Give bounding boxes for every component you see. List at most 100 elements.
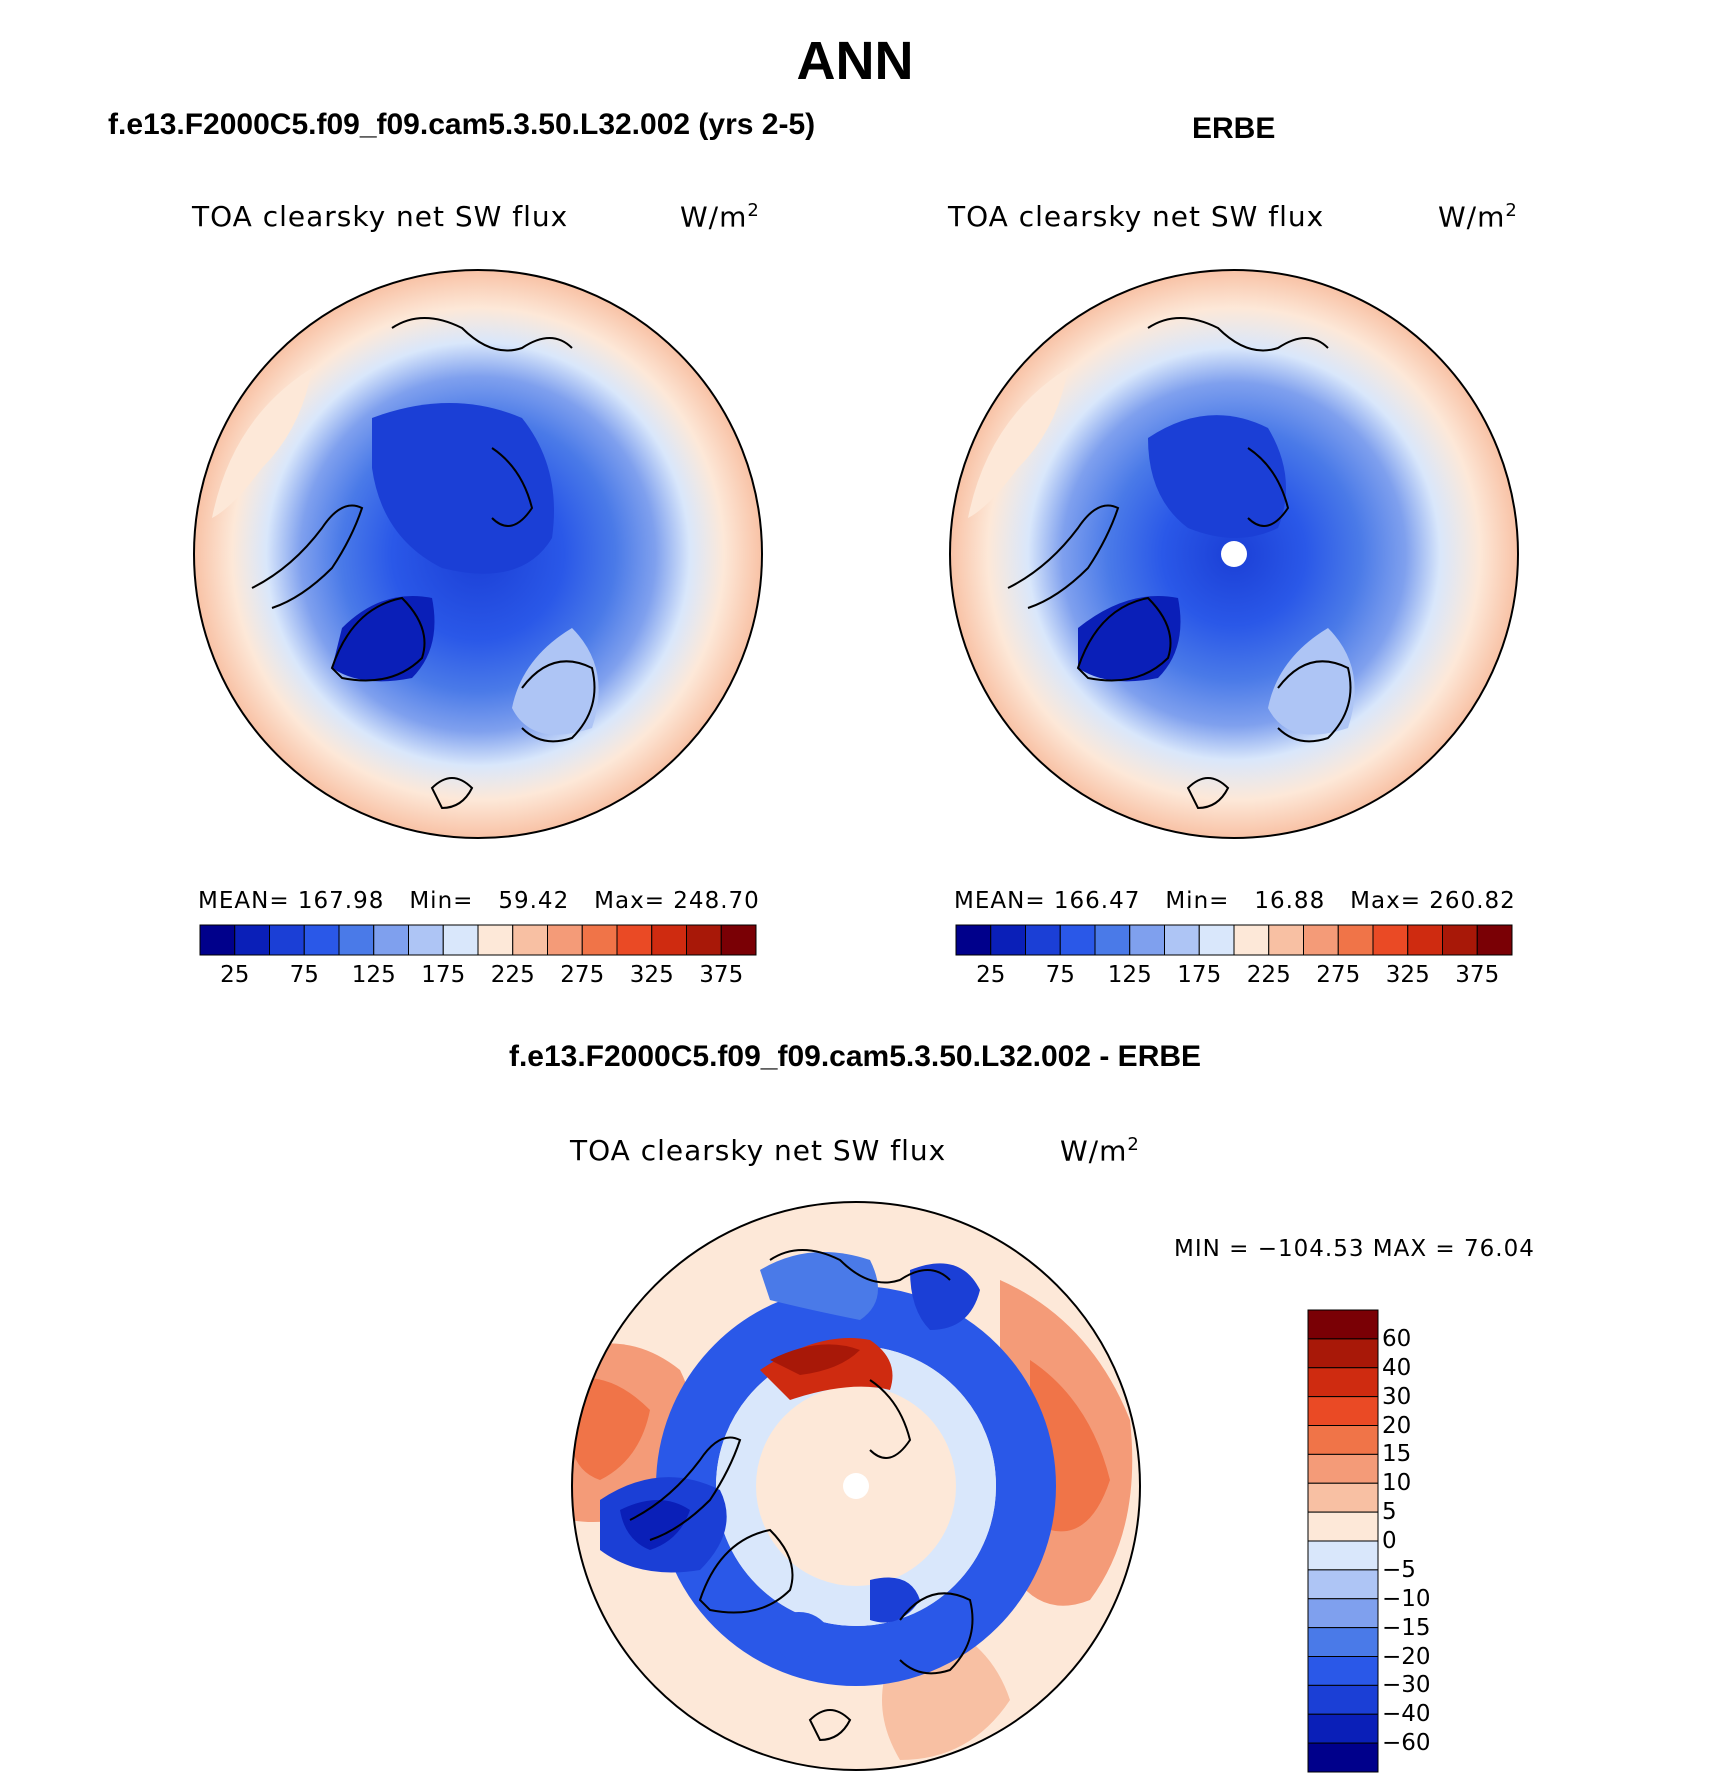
panel-obs-colorbar-tick-label: 25: [976, 962, 1006, 988]
panel-diff-colorbar-swatch: [1307, 1396, 1379, 1426]
panel-diff-colorbar-swatch: [1307, 1713, 1379, 1744]
panel-obs-colorbar-swatch: [1476, 924, 1513, 956]
panel-obs-colorbar-tick-label: 125: [1107, 962, 1152, 988]
panel-diff-variable-label: TOA clearsky net SW flux: [570, 1134, 947, 1167]
panel-obs-colorbar-ticks: 25 75 125 175 225 275 325 375: [956, 962, 1512, 992]
panel-diff-colorbar-swatch: [1307, 1338, 1379, 1369]
panel-model-colorbar-swatch: [651, 924, 687, 956]
panel-model-colorbar-swatch: [269, 924, 305, 956]
panel-diff-colorbar-swatch: [1307, 1482, 1379, 1513]
panel-diff-colorbar-tick-label: −5: [1382, 1556, 1416, 1583]
panel-diff-colorbar: [1307, 1309, 1379, 1773]
panel-diff-colorbar-swatch: [1307, 1684, 1379, 1715]
panel-diff-units: W/m2: [1060, 1134, 1140, 1168]
panel-model-colorbar-tick-label: 175: [421, 962, 466, 988]
panel-model-variable-label: TOA clearsky net SW flux: [192, 200, 569, 233]
panel-diff-colorbar-tick-label: 0: [1382, 1528, 1397, 1554]
panel-diff-colorbar-tick-label: −30: [1382, 1672, 1431, 1699]
panel-model-colorbar-swatch: [234, 924, 270, 956]
panel-diff-colorbar-tick-label: −60: [1382, 1730, 1431, 1757]
panel-obs-colorbar-swatch: [1268, 924, 1304, 956]
panel-model-colorbar-swatch: [616, 924, 653, 956]
panel-obs-colorbar-swatch: [1198, 924, 1235, 956]
panel-model-colorbar-tick-label: 25: [220, 962, 250, 988]
panel-obs-stats: MEAN= 166.47 Min= 16.88 Max= 260.82: [954, 888, 1516, 914]
panel-diff-colorbar-swatch: [1307, 1598, 1379, 1629]
panel-obs-colorbar-swatch: [1233, 924, 1270, 956]
panel-obs-colorbar-tick-label: 75: [1045, 962, 1075, 988]
panel-diff-colorbar-tick-label: 10: [1382, 1470, 1412, 1497]
panel-model-colorbar-swatch: [199, 924, 236, 956]
panel-diff-colorbar-tick-label: 40: [1382, 1354, 1412, 1381]
panel-obs-colorbar-swatch: [1164, 924, 1200, 956]
panel-obs-colorbar-swatch: [1372, 924, 1409, 956]
panel-model-colorbar-swatch: [477, 924, 514, 956]
panel-diff-colorbar-tick-label: 15: [1382, 1441, 1412, 1468]
panel-obs-colorbar-swatch: [1129, 924, 1165, 956]
panel-diff-colorbar-swatch: [1307, 1742, 1379, 1773]
panel-model-colorbar: [199, 924, 757, 956]
panel-obs-colorbar-tick-label: 175: [1177, 962, 1222, 988]
panel-model-colorbar-swatch: [686, 924, 722, 956]
panel-model-colorbar-swatch: [581, 924, 618, 956]
panel-model-colorbar-swatch: [442, 924, 479, 956]
panel-obs-colorbar-swatch: [955, 924, 992, 956]
panel-diff-colorbar-swatch: [1307, 1453, 1379, 1484]
panel-obs-variable-label: TOA clearsky net SW flux: [948, 200, 1325, 233]
panel-diff-colorbar-ticks: 60 40 30 20 15 10 5 0 −5 −10 −15 −20 −30 −40 −60: [1380, 1310, 1480, 1772]
panel-diff-colorbar-tick-label: 30: [1382, 1383, 1412, 1410]
panel-obs-colorbar-swatch: [1303, 924, 1339, 956]
main-title: ANN: [796, 31, 914, 91]
panel-diff-colorbar-tick-label: −10: [1382, 1585, 1431, 1612]
panel-obs-colorbar-tick-label: 375: [1455, 962, 1500, 988]
panel-model-colorbar-swatch: [373, 924, 409, 956]
panel-model-colorbar-tick-label: 325: [629, 962, 674, 988]
panel-model-colorbar-ticks: 25 75 125 175 225 275 325 375: [200, 962, 756, 992]
panel-diff-minmax: MIN = −104.53 MAX = 76.04: [1174, 1236, 1535, 1262]
panel-obs-colorbar-tick-label: 275: [1316, 962, 1361, 988]
panel-obs-colorbar-swatch: [990, 924, 1026, 956]
panel-model-colorbar-tick-label: 125: [351, 962, 396, 988]
panel-diff-colorbar-swatch: [1307, 1569, 1379, 1600]
panel-obs-colorbar-swatch: [1442, 924, 1478, 956]
panel-diff-colorbar-swatch: [1307, 1540, 1379, 1571]
panel-diff-colorbar-swatch: [1307, 1367, 1379, 1398]
panel-model-colorbar-swatch: [720, 924, 757, 956]
panel-model-colorbar-swatch: [338, 924, 375, 956]
panel-model-colorbar-swatch: [303, 924, 340, 956]
panel-diff-map: [571, 1201, 1141, 1771]
panel-obs-title: ERBE: [1192, 112, 1276, 145]
panel-obs-colorbar-swatch: [1025, 924, 1061, 956]
panel-model-colorbar-tick-label: 375: [699, 962, 744, 988]
panel-model-title: f.e13.F2000C5.f09_f09.cam5.3.50.L32.002 …: [108, 108, 816, 141]
panel-obs-colorbar-tick-label: 225: [1246, 962, 1291, 988]
panel-obs-colorbar-swatch: [1407, 924, 1443, 956]
panel-diff-colorbar-tick-label: −40: [1382, 1701, 1431, 1728]
panel-obs-map: [949, 269, 1519, 839]
panel-diff-title: f.e13.F2000C5.f09_f09.cam5.3.50.L32.002 …: [508, 1040, 1202, 1073]
panel-obs-colorbar-swatch: [1337, 924, 1374, 956]
panel-model-colorbar-swatch: [512, 924, 548, 956]
panel-diff-colorbar-swatch: [1307, 1656, 1379, 1686]
panel-model-stats: MEAN= 167.98 Min= 59.42 Max= 248.70: [198, 888, 760, 914]
panel-diff-colorbar-tick-label: −15: [1382, 1614, 1431, 1641]
panel-obs-colorbar-swatch: [1059, 924, 1096, 956]
panel-obs-colorbar-swatch: [1094, 924, 1131, 956]
panel-obs-colorbar-tick-label: 325: [1385, 962, 1430, 988]
panel-model-map: [193, 269, 763, 839]
panel-model-units: W/m2: [680, 200, 760, 234]
panel-obs-units: W/m2: [1438, 200, 1518, 234]
panel-diff-colorbar-tick-label: −20: [1382, 1643, 1431, 1670]
panel-obs-colorbar: [955, 924, 1513, 956]
panel-diff-colorbar-swatch: [1307, 1511, 1379, 1542]
panel-model-colorbar-tick-label: 225: [490, 962, 535, 988]
panel-model-colorbar-swatch: [547, 924, 583, 956]
panel-diff-colorbar-tick-label: 60: [1382, 1325, 1412, 1352]
panel-diff-colorbar-swatch: [1307, 1309, 1379, 1340]
panel-model-colorbar-tick-label: 75: [289, 962, 319, 988]
panel-diff-colorbar-swatch: [1307, 1425, 1379, 1455]
panel-model-colorbar-swatch: [408, 924, 444, 956]
panel-model-colorbar-tick-label: 275: [560, 962, 605, 988]
panel-diff-colorbar-swatch: [1307, 1627, 1379, 1657]
panel-diff-colorbar-tick-label: 5: [1382, 1499, 1397, 1526]
